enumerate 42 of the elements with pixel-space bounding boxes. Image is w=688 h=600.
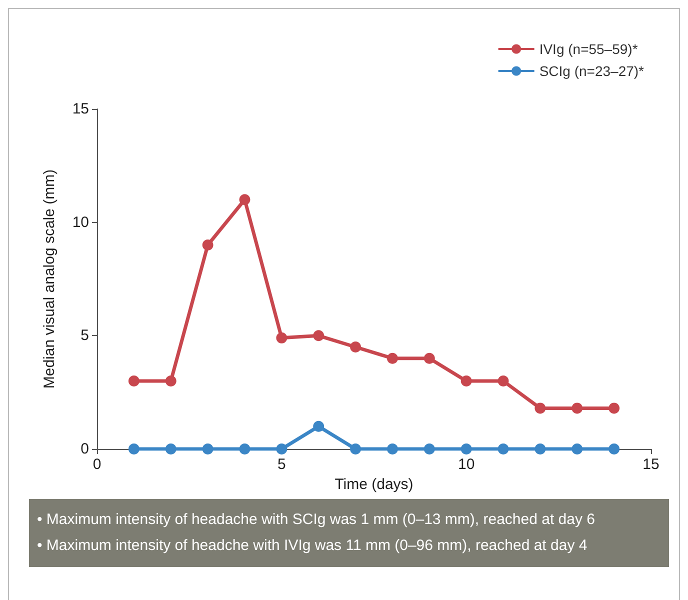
y-axis-title: Median visual analog scale (mm): [41, 169, 58, 389]
point: [572, 402, 583, 414]
point: [165, 444, 176, 454]
text: • Maximum intensity of headache with SCIg was 1 mm (0–13 mm), reached at day 6: [37, 510, 596, 530]
y-tick-label: 15: [72, 100, 89, 118]
point: [386, 352, 398, 364]
point: [165, 376, 176, 386]
text: • Maximum intensity of headche with IVIg was 11 mm (0–96 mm), reached at day 4: [37, 536, 588, 556]
point: [534, 444, 546, 454]
y-tick-label: 0: [80, 440, 89, 458]
x-tick-label: 0: [92, 456, 102, 473]
point: [572, 444, 583, 454]
point: [350, 444, 362, 454]
point: [608, 402, 620, 414]
y-tick-label: 10: [72, 214, 89, 231]
legend-label: SCIg (n=23–27)*: [539, 63, 645, 79]
point: [386, 444, 398, 454]
point: [498, 444, 509, 454]
point: [239, 194, 250, 206]
point: [424, 352, 435, 364]
point: [276, 444, 288, 454]
point: [460, 444, 472, 454]
point: [424, 444, 435, 454]
y-tick-label: 5: [80, 327, 89, 344]
legend-label: IVIg (n=55–59)*: [539, 41, 638, 57]
x-tick-label: 10: [458, 456, 475, 473]
point: [608, 444, 620, 454]
point: [534, 402, 546, 414]
point: [276, 332, 288, 344]
point: [313, 330, 324, 342]
point: [239, 444, 250, 454]
point: [202, 240, 214, 250]
point: [128, 376, 140, 386]
x-tick-label: 15: [642, 456, 660, 473]
point: [498, 376, 509, 386]
point: [350, 342, 362, 352]
x-axis-title: Time (days): [334, 476, 414, 493]
x-tick-label: 5: [277, 456, 286, 473]
point: [460, 376, 472, 386]
point: [202, 444, 214, 454]
point: [313, 420, 324, 432]
point: [128, 444, 140, 454]
